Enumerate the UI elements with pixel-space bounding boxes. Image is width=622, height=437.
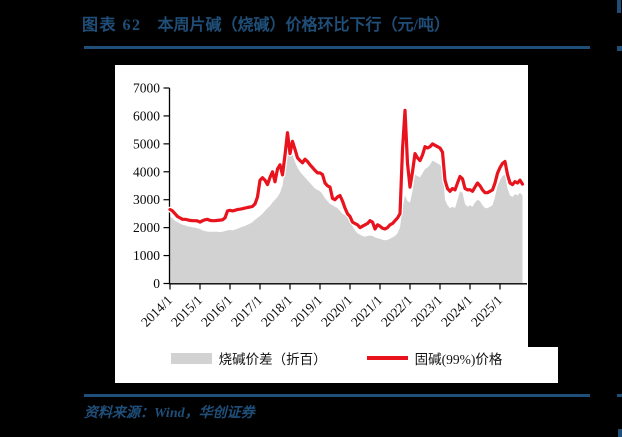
page-border-fragment-title: [617, 46, 622, 51]
legend-label-line: 固碱(99%)价格: [414, 352, 503, 367]
legend-label-area: 烧碱价差（折百）: [218, 352, 327, 367]
page-border-fragment-bottom: [618, 429, 622, 437]
legend-item-line: 固碱(99%)价格: [366, 348, 503, 368]
legend-swatch-line: [366, 356, 408, 360]
legend-swatch-area: [170, 352, 212, 364]
chart-card-extension: [528, 347, 558, 383]
chart-legend: 烧碱价差（折百） 固碱(99%)价格: [115, 346, 558, 370]
figure-title: 图表 62 本周片碱（烧碱）价格环比下行（元/吨）: [82, 11, 450, 35]
title-divider: [84, 46, 590, 49]
footer-divider: [84, 394, 590, 397]
page-border-fragment-footer: [617, 394, 622, 397]
figure-title-text: 本周片碱（烧碱）价格环比下行（元/吨）: [157, 17, 450, 34]
chart-card: [115, 65, 528, 383]
figure-number: 图表 62: [82, 17, 142, 34]
legend-item-area: 烧碱价差（折百）: [170, 348, 327, 368]
page-border-fragment-top: [617, 0, 621, 13]
source-note: 资料来源：Wind，华创证券: [84, 406, 255, 421]
